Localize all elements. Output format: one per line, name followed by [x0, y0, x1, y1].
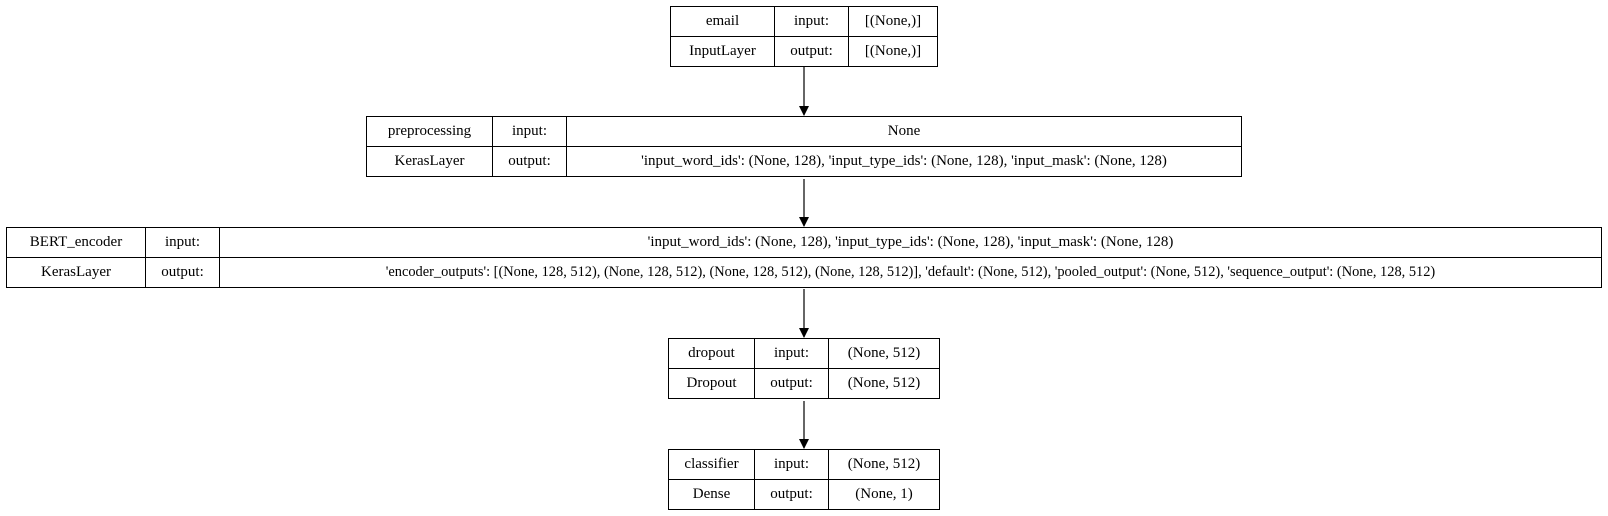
layer-class: KerasLayer [6, 257, 146, 288]
input-label: input: [492, 116, 567, 147]
node-bert-encoder: BERT_encoder input: 'input_word_ids': (N… [6, 227, 1602, 288]
layer-name: classifier [668, 449, 755, 480]
output-shape: 'input_word_ids': (None, 128), 'input_ty… [566, 146, 1242, 177]
node-email: email input: [(None,)] InputLayer output… [670, 6, 938, 67]
output-label: output: [754, 368, 829, 399]
node-classifier: classifier input: (None, 512) Dense outp… [668, 449, 940, 510]
input-label: input: [145, 227, 220, 258]
output-label: output: [774, 36, 849, 67]
input-shape: (None, 512) [828, 449, 940, 480]
layer-name: preprocessing [366, 116, 493, 147]
layer-class: Dense [668, 479, 755, 510]
layer-name: dropout [668, 338, 755, 369]
node-dropout: dropout input: (None, 512) Dropout outpu… [668, 338, 940, 399]
output-label: output: [492, 146, 567, 177]
node-preprocessing: preprocessing input: None KerasLayer out… [366, 116, 1242, 177]
output-shape: (None, 1) [828, 479, 940, 510]
input-label: input: [754, 449, 829, 480]
input-shape: 'input_word_ids': (None, 128), 'input_ty… [219, 227, 1602, 258]
layer-name: BERT_encoder [6, 227, 146, 258]
input-shape: [(None,)] [848, 6, 938, 37]
input-label: input: [774, 6, 849, 37]
output-label: output: [754, 479, 829, 510]
output-shape: (None, 512) [828, 368, 940, 399]
output-shape: 'encoder_outputs': [(None, 128, 512), (N… [219, 257, 1602, 288]
layer-class: Dropout [668, 368, 755, 399]
input-shape: None [566, 116, 1242, 147]
output-shape: [(None,)] [848, 36, 938, 67]
layer-class: InputLayer [670, 36, 775, 67]
layer-class: KerasLayer [366, 146, 493, 177]
input-label: input: [754, 338, 829, 369]
layer-name: email [670, 6, 775, 37]
input-shape: (None, 512) [828, 338, 940, 369]
output-label: output: [145, 257, 220, 288]
